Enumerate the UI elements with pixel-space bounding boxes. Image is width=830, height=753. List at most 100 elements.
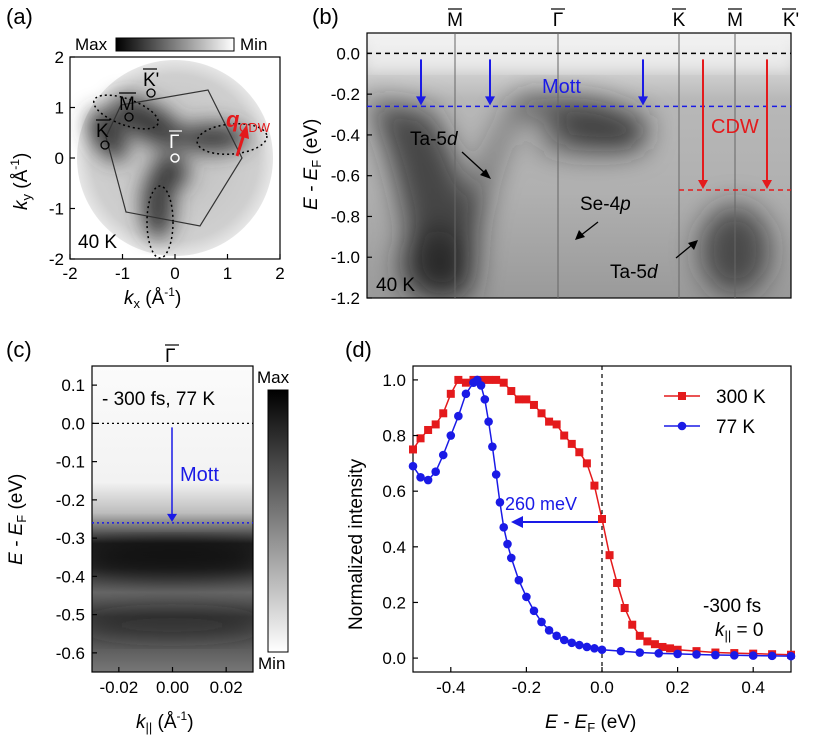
panel-b-cdw-arrowhead — [762, 179, 772, 189]
svg-text:E - EF (eV): E - EF (eV) — [301, 119, 324, 210]
panel-d-note-1: -300 fs — [703, 596, 761, 617]
panel-c-ytick-label: -0.6 — [56, 644, 85, 663]
panel-d-point-300k — [499, 378, 508, 387]
panel-a-temperature: 40 K — [78, 232, 117, 253]
panel-d-point-77k — [484, 417, 493, 426]
panel-a-pocket-3 — [146, 185, 174, 259]
panel-d-point-300k — [635, 631, 644, 640]
panel-d-point-77k — [522, 592, 531, 602]
panel-d-point-300k — [605, 551, 614, 560]
panel-d-point-77k — [446, 431, 456, 440]
panel-d-point-300k — [650, 640, 659, 649]
panel-b-ta5d-label-1: Ta-5d — [410, 129, 459, 150]
panel-a-ytick-label: 1 — [55, 99, 64, 118]
panel-d-ytick-label: 0.6 — [382, 482, 406, 501]
panel-d-point-77k — [748, 651, 758, 660]
panel-c-colorbar-max: Max — [257, 368, 290, 387]
panel-d-point-300k — [507, 387, 516, 396]
panel-a-label: (a) — [6, 4, 33, 29]
panel-a-ytick-label: 2 — [55, 48, 64, 67]
panel-d-point-77k — [529, 606, 539, 616]
panel-a-pocket-2 — [196, 122, 268, 156]
panel-c-ytick-label: -0.2 — [56, 491, 85, 510]
panel-a-q-arrow — [235, 133, 246, 157]
panel-a-pocket-1 — [92, 94, 160, 130]
panel-d-point-300k — [666, 644, 675, 653]
panel-c: (c) Γ - 300 fs, 77 K Mott -0.02 0.00 0.02 0… — [6, 337, 290, 735]
panel-a-k-label: K — [96, 121, 109, 142]
panel-a-ytick-label: -1 — [49, 200, 64, 219]
panel-b-cdw-label: CDW — [711, 116, 759, 138]
panel-c-colorbar — [267, 389, 289, 653]
panel-c-ylabel: E - EF (eV) — [6, 474, 29, 565]
panel-d-point-300k — [590, 481, 599, 490]
panel-b-image — [367, 33, 791, 298]
panel-d-point-77k — [559, 635, 569, 645]
panel-d-point-300k — [658, 642, 667, 651]
panel-b-se4p-arrow — [579, 221, 599, 237]
panel-a-image — [70, 57, 280, 259]
panel-d-note-2: k|| = 0 — [715, 620, 764, 643]
panel-b-ytick-label: -0.6 — [331, 167, 360, 186]
panel-d-ytick-label: 0.0 — [382, 649, 406, 668]
panel-d-point-77k — [711, 650, 720, 660]
panel-b-ytick-label: -1.0 — [331, 248, 360, 267]
panel-a-m-label: M — [119, 94, 135, 115]
panel-c-mott-label: Mott — [180, 464, 219, 486]
panel-c-ytick-label: 0.1 — [61, 376, 85, 395]
panel-d-point-77k — [476, 381, 486, 390]
svg-text:k|| = 0: k|| = 0 — [715, 620, 764, 643]
panel-d-point-300k — [424, 425, 433, 434]
panel-d-point-77k — [567, 638, 577, 648]
panel-d-point-300k — [439, 409, 448, 418]
panel-d-point-77k — [416, 472, 425, 482]
panel-d: (d) 260 meV 300 K 77 K -300 fs k|| = 0 -0… — [345, 337, 796, 735]
panel-c-xlabel: k|| (Å-1) — [136, 709, 194, 735]
panel-d-point-77k — [454, 411, 463, 421]
panel-d-point-77k — [730, 651, 739, 660]
panel-a-ytick-label: -2 — [49, 250, 64, 269]
panel-c-label: (c) — [6, 337, 32, 362]
panel-c-xtick-label: 0.02 — [210, 678, 243, 697]
panel-a-xtick-label: -2 — [62, 264, 77, 283]
panel-d-ytick-label: 0.8 — [382, 427, 406, 446]
panel-d-point-77k — [431, 467, 440, 477]
svg-text:k|| (Å-1): k|| (Å-1) — [136, 709, 194, 735]
svg-text:ky (Å-1): ky (Å-1) — [8, 153, 34, 210]
panel-a-kprime-point — [146, 88, 156, 98]
panel-d-ytick-label: 0.4 — [382, 538, 406, 557]
panel-d-point-77k — [499, 523, 509, 532]
panel-d-point-77k — [488, 442, 497, 451]
panel-d-point-77k — [537, 617, 546, 627]
panel-b-ta5d-label-2: Ta-5d — [610, 262, 659, 283]
panel-b-mott-arrowhead — [638, 96, 648, 106]
panel-c-note: - 300 fs, 77 K — [102, 389, 215, 410]
panel-b-top-label: K' — [783, 10, 799, 31]
panel-d-point-77k — [590, 644, 599, 653]
panel-b-cdw-arrowhead — [698, 179, 708, 189]
panel-a-gamma-point — [170, 153, 180, 163]
panel-a-m-point — [124, 112, 134, 122]
panel-d-point-300k — [560, 431, 569, 440]
panel-d-point-300k — [545, 417, 554, 426]
panel-d-point-77k — [673, 649, 682, 659]
panel-d-point-77k — [438, 450, 448, 460]
svg-text:kx (Å-1): kx (Å-1) — [124, 285, 181, 311]
panel-b-mott-arrowhead — [485, 96, 495, 106]
panel-b-temperature: 40 K — [376, 275, 415, 296]
panel-a-ylabel: ky (Å-1) — [8, 153, 34, 210]
panel-a-xtick-label: 0 — [170, 264, 179, 283]
panel-d-ytick-label: 1.0 — [382, 371, 406, 390]
panel-d-point-77k — [544, 625, 554, 635]
panel-d-point-300k — [575, 448, 584, 457]
panel-c-ytick-label: -0.3 — [56, 529, 85, 548]
panel-d-xtick-label: 0.4 — [741, 678, 765, 697]
panel-d-point-77k — [552, 631, 561, 641]
panel-b-frame — [366, 32, 792, 299]
panel-d-xlabel: E - EF (eV) — [545, 712, 636, 735]
panel-a-ytick-label: 0 — [55, 149, 64, 168]
panel-a-k-point — [100, 140, 110, 150]
panel-a-q-label: q — [226, 107, 240, 132]
panel-d-point-300k — [431, 420, 440, 429]
